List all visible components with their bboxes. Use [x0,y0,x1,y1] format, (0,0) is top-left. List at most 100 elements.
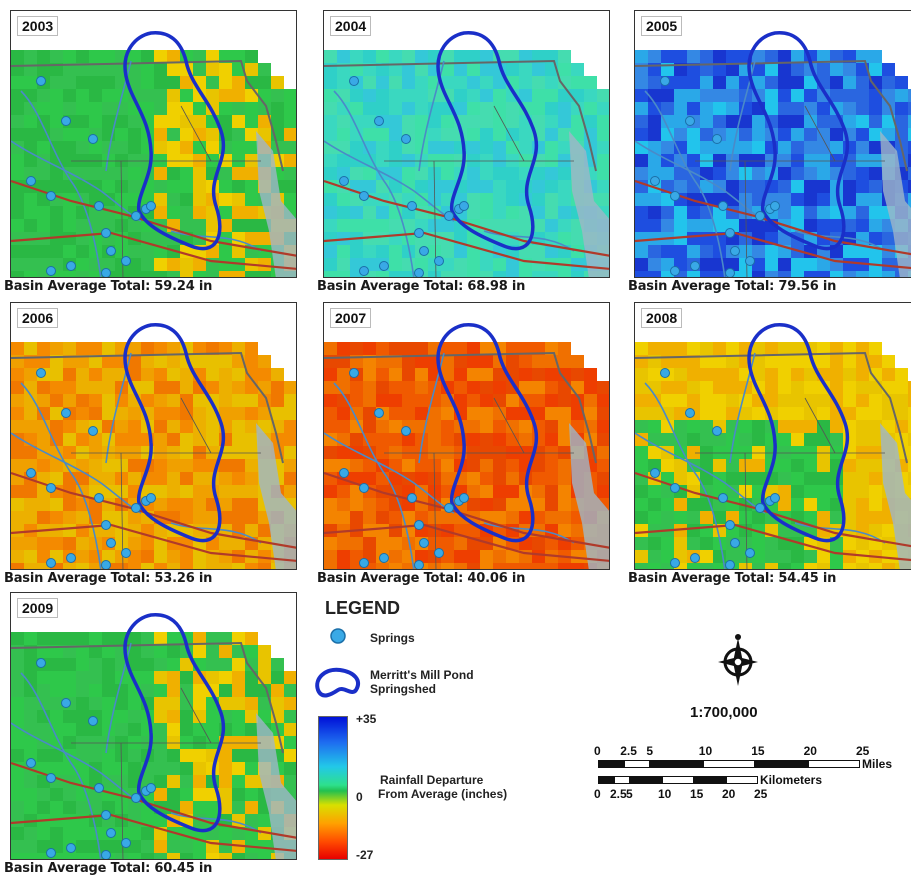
spring-marker [94,201,104,211]
spring-marker [755,211,765,221]
spring-marker [414,520,424,530]
springs-legend-label: Springs [370,631,415,645]
spring-marker [660,368,670,378]
spring-marker [121,548,131,558]
spring-marker [101,850,111,859]
spring-marker [61,408,71,418]
year-label: 2004 [330,16,372,36]
spring-marker [419,538,429,548]
spring-marker [670,266,680,276]
miles-bar-segment [702,760,756,768]
ramp-max-label: +35 [356,712,377,726]
miles-tick-label: 25 [856,744,870,758]
spring-marker [414,268,424,277]
map-graphic [11,593,296,859]
spring-marker [66,261,76,271]
spring-marker [26,176,36,186]
spring-marker [106,538,116,548]
springshed-outline [747,31,850,251]
year-label: 2009 [17,598,59,618]
km-tick-label: 25 [754,787,768,801]
miles-tick-label: 15 [751,744,765,758]
km-tick-label: 0 [594,787,601,801]
spring-marker [434,256,444,266]
spring-marker [101,228,111,238]
spring-marker [349,76,359,86]
spring-marker [690,553,700,563]
spring-marker [46,848,56,858]
spring-marker [61,698,71,708]
miles-bar-segment [755,760,808,768]
spring-marker [670,558,680,568]
spring-marker [146,783,156,793]
km-tick-label: 10 [658,787,672,801]
springshed-legend-icon [315,667,360,698]
miles-unit-label: Miles [862,757,893,771]
basin-average-caption: Basin Average Total: 68.98 in [317,279,526,294]
spring-marker [121,838,131,848]
spring-marker [401,134,411,144]
spring-marker [359,191,369,201]
map-graphic [635,11,911,277]
spring-marker [46,483,56,493]
spring-marker [745,548,755,558]
spring-marker [36,368,46,378]
ramp-description-line1: Rainfall Departure [380,773,484,787]
spring-marker [407,493,417,503]
spring-marker [379,553,389,563]
ramp-min-label: -27 [356,848,374,862]
spring-marker [131,793,141,803]
ramp-description: Rainfall Departure From Average (inches) [378,773,507,801]
spring-marker [419,246,429,256]
spring-marker [712,426,722,436]
spring-marker [66,553,76,563]
spring-marker [725,228,735,238]
spring-marker [46,558,56,568]
spring-marker [101,520,111,530]
rainfall-map: 2005 [634,10,911,278]
map-graphic [324,303,609,569]
map-graphic [11,11,296,277]
spring-marker [131,211,141,221]
basin-average-caption: Basin Average Total: 54.45 in [628,571,837,586]
basin-average-caption: Basin Average Total: 53.26 in [4,571,213,586]
spring-marker [670,191,680,201]
spring-marker [725,520,735,530]
legend-title: LEGEND [325,598,401,618]
km-bar-segment [694,776,726,784]
rainfall-map: 2008 [634,302,911,570]
spring-marker [459,493,469,503]
rainfall-color-ramp [318,716,348,860]
spring-marker [414,228,424,238]
miles-tick-label: 5 [646,744,654,758]
spring-marker [755,503,765,513]
scale-ratio: 1:700,000 [690,704,758,721]
spring-marker [359,483,369,493]
spring-marker [459,201,469,211]
spring-marker [101,268,111,277]
spring-marker [106,246,116,256]
spring-marker [106,828,116,838]
ramp-description-line2: From Average (inches) [378,787,508,801]
year-label: 2003 [17,16,59,36]
spring-marker [88,716,98,726]
km-tick-label: 15 [690,787,704,801]
spring-marker [745,256,755,266]
year-label: 2006 [17,308,59,328]
spring-marker [46,191,56,201]
km-bar-segment [726,776,758,784]
springshed-outline [123,613,226,833]
spring-marker [685,116,695,126]
spring-marker [88,426,98,436]
spring-marker [339,176,349,186]
spring-marker [730,538,740,548]
spring-marker [712,134,722,144]
km-bar-segment [614,776,630,784]
spring-marker [46,266,56,276]
km-unit-label: Kilometers [760,773,823,787]
spring-marker [46,773,56,783]
spring-marker [88,134,98,144]
springshed-label-line1: Merritt's Mill Pond [370,668,474,682]
spring-marker [374,116,384,126]
spring-marker [101,810,111,820]
